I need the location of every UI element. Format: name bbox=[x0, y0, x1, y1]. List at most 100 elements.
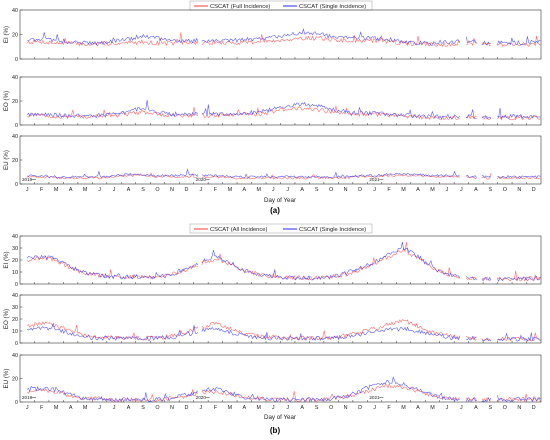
x-tick-label: F bbox=[40, 187, 44, 193]
series-line bbox=[27, 242, 541, 282]
y-tick-label: 40 bbox=[12, 75, 18, 81]
x-tick-label: J bbox=[272, 405, 275, 411]
y-tick-label: 10 bbox=[12, 270, 18, 276]
legend-box bbox=[189, 223, 373, 234]
y-axis-label: EO (%) bbox=[3, 309, 10, 329]
subplot-eu: 0 20 40 EU (%) 2019 2020 2021 bbox=[3, 353, 542, 406]
series-line bbox=[26, 242, 541, 283]
y-axis-label: EU (%) bbox=[3, 369, 10, 389]
x-tick-label: J bbox=[98, 405, 101, 411]
year-marker: 2019 bbox=[22, 395, 33, 400]
x-tick-label: N bbox=[170, 405, 174, 411]
legend: CSCAT (Full Incidence) CSCAT (Single Inci… bbox=[189, 0, 373, 11]
subplot-eo: 0 10 20 30 40 EO (%) bbox=[3, 293, 542, 347]
y-tick-label: 40 bbox=[12, 293, 18, 299]
x-tick-label: M bbox=[257, 405, 262, 411]
x-tick-label: J bbox=[460, 187, 463, 193]
x-tick-label: S bbox=[315, 187, 319, 193]
subplot-ei: 0 10 20 30 40 EI (%) bbox=[3, 234, 542, 288]
x-tick-label: M bbox=[228, 187, 233, 193]
series-line bbox=[27, 168, 541, 179]
x-tick-label: M bbox=[54, 187, 59, 193]
x-tick-label: M bbox=[228, 405, 233, 411]
x-tick-label: J bbox=[272, 187, 275, 193]
x-tick-label: A bbox=[300, 187, 304, 193]
y-tick-label: 0 bbox=[15, 182, 18, 188]
legend-label: CSCAT (Single Incidence) bbox=[299, 4, 366, 10]
y-tick-label: 40 bbox=[12, 8, 18, 14]
y-tick-label: 0 bbox=[15, 123, 18, 129]
x-tick-label: M bbox=[83, 187, 88, 193]
x-tick-label: M bbox=[430, 405, 435, 411]
legend-label: CSCAT (Full Incidence) bbox=[210, 4, 270, 10]
x-tick-label: J bbox=[113, 187, 116, 193]
y-tick-label: 20 bbox=[12, 99, 18, 105]
x-tick-label: A bbox=[416, 187, 420, 193]
x-tick-label: D bbox=[184, 187, 188, 193]
y-axis-label: EI (%) bbox=[3, 26, 10, 43]
x-tick-label: N bbox=[517, 187, 521, 193]
legend-label: CSCAT (Single Incidence) bbox=[299, 227, 366, 233]
x-tick-label: M bbox=[401, 187, 406, 193]
x-tick-label: J bbox=[373, 405, 376, 411]
y-axis-label: EI (%) bbox=[3, 251, 10, 268]
series-line bbox=[27, 319, 541, 342]
y-tick-label: 10 bbox=[12, 329, 18, 335]
y-tick-label: 30 bbox=[12, 246, 18, 252]
panel-label: (b) bbox=[270, 426, 281, 435]
x-tick-label: S bbox=[141, 187, 145, 193]
y-tick-label: 0 bbox=[15, 57, 18, 63]
series-line bbox=[26, 32, 541, 48]
x-tick-label: J bbox=[446, 187, 449, 193]
x-tick-label: F bbox=[387, 187, 391, 193]
x-tick-label: S bbox=[141, 405, 145, 411]
year-marker: 2020 bbox=[196, 177, 207, 182]
x-tick-label: O bbox=[329, 187, 333, 193]
subplot-eo: 0 20 40 EO (%) bbox=[3, 75, 542, 129]
x-tick-label: F bbox=[40, 405, 44, 411]
x-tick-label: A bbox=[474, 405, 478, 411]
chart-panel-1: CSCAT (All Incidence) CSCAT (Single Incid… bbox=[3, 223, 542, 435]
x-tick-label: D bbox=[184, 405, 188, 411]
x-tick-label: M bbox=[401, 405, 406, 411]
x-tick-label: A bbox=[243, 187, 247, 193]
x-tick-label: J bbox=[460, 405, 463, 411]
x-tick-label: O bbox=[329, 405, 333, 411]
year-marker: 2021 bbox=[369, 395, 380, 400]
x-tick-label: J bbox=[26, 405, 29, 411]
x-tick-label: M bbox=[430, 187, 435, 193]
series-line bbox=[27, 105, 541, 121]
x-tick-label: F bbox=[214, 187, 218, 193]
plot-frame bbox=[19, 9, 542, 60]
x-tick-label: N bbox=[344, 187, 348, 193]
y-axis-label: EU (%) bbox=[3, 150, 10, 170]
year-marker: 2021 bbox=[369, 177, 380, 182]
x-tick-label: J bbox=[200, 405, 203, 411]
legend-label: CSCAT (All Incidence) bbox=[210, 227, 268, 233]
x-tick-label: D bbox=[532, 187, 536, 193]
x-tick-label: J bbox=[26, 187, 29, 193]
series-line bbox=[27, 322, 541, 342]
subplot-ei: 0 20 40 EI (%) bbox=[3, 8, 542, 63]
x-tick-label: M bbox=[83, 405, 88, 411]
x-tick-label: J bbox=[373, 187, 376, 193]
x-tick-label: A bbox=[300, 405, 304, 411]
year-marker: 2020 bbox=[196, 395, 207, 400]
series-line bbox=[27, 27, 541, 46]
x-tick-label: D bbox=[358, 187, 362, 193]
y-tick-label: 20 bbox=[12, 32, 18, 38]
y-tick-label: 40 bbox=[12, 353, 18, 359]
plot-frame bbox=[19, 294, 542, 344]
y-tick-label: 0 bbox=[15, 282, 18, 288]
series-line bbox=[27, 376, 541, 403]
y-tick-label: 30 bbox=[12, 305, 18, 311]
year-marker: 2019 bbox=[22, 177, 33, 182]
x-tick-label: S bbox=[489, 187, 493, 193]
plot-frame bbox=[19, 354, 542, 403]
y-tick-label: 20 bbox=[12, 317, 18, 323]
subplot-eu: 0 20 40 EU (%) 2019 2020 2021 bbox=[3, 134, 542, 188]
x-tick-label: A bbox=[127, 405, 131, 411]
plot-frame bbox=[19, 76, 542, 126]
x-tick-label: D bbox=[358, 405, 362, 411]
series-line bbox=[26, 100, 541, 120]
